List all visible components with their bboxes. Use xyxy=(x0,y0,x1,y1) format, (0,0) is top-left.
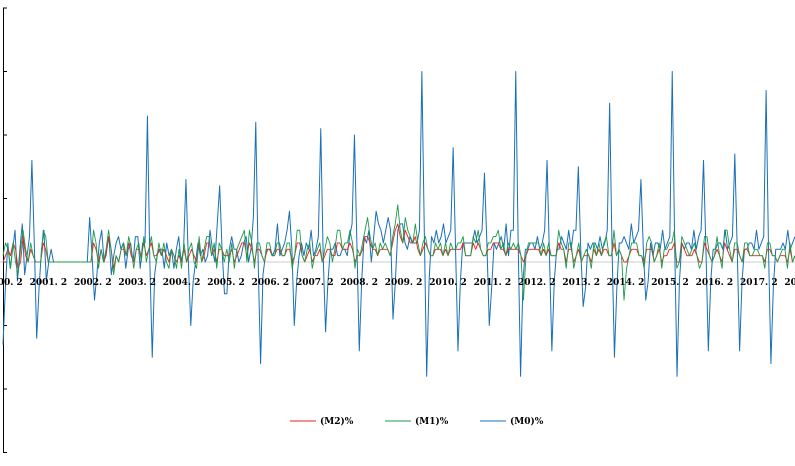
legend-label-2: (M1)% xyxy=(415,416,449,427)
x-tick-label: 2008. 2 xyxy=(340,278,378,288)
legend-label-1: (M2)% xyxy=(320,416,354,427)
x-tick-label: 2002. 2 xyxy=(74,278,112,288)
x-tick-label: 2013. 2 xyxy=(562,278,600,288)
x-tick-label: 2014. 2 xyxy=(607,278,645,288)
x-tick-label: 2018. 2 xyxy=(784,278,795,288)
x-tick-label: 2016. 2 xyxy=(696,278,734,288)
x-tick-label: 2010. 2 xyxy=(429,278,467,288)
legend: (M2)% (M1)% (M0)% xyxy=(290,416,544,427)
x-tick-label: 2017. 2 xyxy=(740,278,778,288)
x-tick-label: 2009. 2 xyxy=(385,278,423,288)
series-lines xyxy=(2,71,795,377)
legend-label-3: (M0)% xyxy=(510,416,544,427)
x-tick-label: 2006. 2 xyxy=(252,278,290,288)
x-axis-tick-labels: 2000. 2 2001. 2 2002. 2 2003. 2 2004. 2 2005.… xyxy=(0,278,795,288)
x-tick-label: 2001. 2 xyxy=(30,278,68,288)
x-tick-label: 2012. 2 xyxy=(518,278,556,288)
series-line-3 xyxy=(2,71,795,377)
x-tick-label: 2000. 2 xyxy=(0,278,23,288)
x-tick-label: 2007. 2 xyxy=(296,278,334,288)
series-line-2 xyxy=(2,204,795,301)
x-tick-label: 2011. 2 xyxy=(474,278,512,288)
x-tick-label: 2005. 2 xyxy=(207,278,245,288)
x-tick-label: 2015. 2 xyxy=(651,278,689,288)
x-tick-label: 2004. 2 xyxy=(163,278,201,288)
x-tick-label: 2003. 2 xyxy=(118,278,156,288)
